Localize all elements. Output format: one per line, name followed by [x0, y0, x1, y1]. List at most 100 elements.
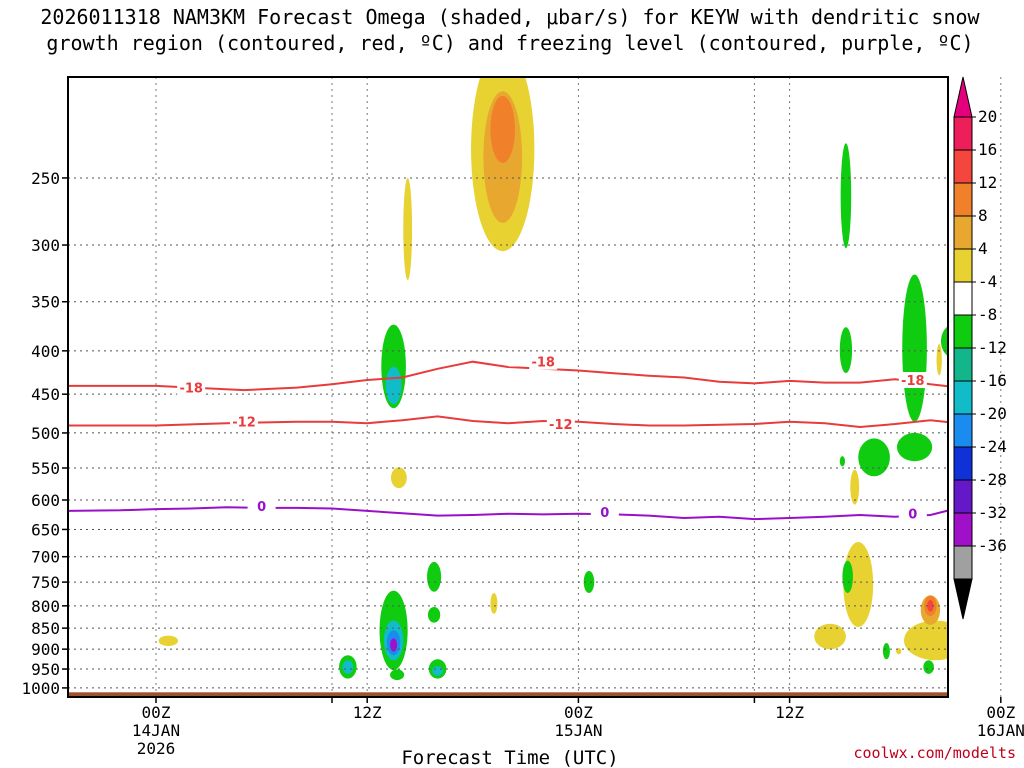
omega-cell: [390, 669, 405, 681]
contour-label: -12: [549, 418, 573, 433]
x-tick-date: 16JAN: [977, 721, 1024, 740]
x-tick-label: 12Z: [775, 703, 804, 722]
omega-cell: [427, 561, 442, 592]
y-tick-label: 250: [31, 169, 60, 188]
y-tick-label: 650: [31, 520, 60, 539]
omega-cell: [814, 623, 846, 650]
plot-frame: [67, 76, 949, 698]
omega-cell: [385, 366, 402, 405]
colorbar-label: -12: [978, 338, 1007, 357]
colorbar-label: -32: [978, 503, 1007, 522]
omega-cell: [839, 327, 853, 374]
y-tick-label: 500: [31, 424, 60, 443]
colorbar-label: -16: [978, 371, 1007, 390]
omega-cell: [842, 560, 853, 593]
y-tick-label: 700: [31, 548, 60, 567]
x-tick-date: 14JAN: [132, 721, 180, 740]
omega-cell: [948, 616, 1011, 656]
omega-cell: [158, 635, 179, 647]
y-tick-label: 600: [31, 491, 60, 510]
colorbar-label: -8: [978, 305, 997, 324]
colorbar-label: 4: [978, 239, 988, 258]
contour-line: [68, 415, 948, 429]
omega-cell: [390, 467, 407, 489]
contour-label-bg: [898, 505, 927, 522]
omega-cell: [432, 666, 443, 676]
contour-label-bg: [898, 372, 927, 389]
omega-cell: [896, 648, 902, 655]
colorbar-swatch: [953, 446, 973, 481]
omega-cell: [843, 541, 874, 628]
contour-label-bg: [546, 415, 575, 432]
colorbar-label: -4: [978, 272, 997, 291]
contour-label: 0: [908, 507, 917, 522]
x-tick-year: 2026: [137, 739, 176, 758]
y-tick-label: 750: [31, 573, 60, 592]
colorbar-swatch: [953, 314, 973, 349]
contour-label: -18: [531, 356, 555, 371]
omega-cell: [342, 660, 354, 674]
temperature-contours: -18 -18 -18 -12 -12 0 0 0: [68, 353, 948, 522]
colorbar-label: 20: [978, 107, 997, 126]
x-axis-label: Forecast Time (UTC): [401, 747, 618, 768]
omega-cell: [390, 638, 398, 652]
y-tick-label: 800: [31, 597, 60, 616]
omega-colorbar: 20 16 12 8 4 -4 -8 -12 -16 -20 -24 -28 -32 -36: [953, 76, 1007, 620]
colorbar-label: -24: [978, 437, 1007, 456]
colorbar-label: 16: [978, 140, 997, 159]
y-axis-ticks: 250 300 350 400 450 500 550 600 650 700 750 800 850 9…: [21, 169, 68, 698]
omega-cell: [850, 469, 860, 505]
contour-label: 0: [257, 500, 266, 515]
colorbar-swatch: [953, 479, 973, 514]
contour-label-bg: [590, 504, 619, 521]
omega-cell: [583, 570, 595, 593]
omega-cell: [840, 143, 852, 249]
colorbar-label: -36: [978, 536, 1007, 555]
omega-cell: [923, 660, 934, 674]
y-tick-label: 450: [31, 385, 60, 404]
y-tick-label: 350: [31, 293, 60, 312]
colorbar-swatch: [953, 149, 973, 184]
y-tick-label: 400: [31, 342, 60, 361]
omega-cell: [882, 642, 890, 660]
colorbar-label: 12: [978, 173, 997, 192]
colorbar-bottom-arrow: [953, 578, 973, 620]
omega-cell: [902, 274, 927, 422]
contour-line: [68, 360, 948, 392]
omega-shading: [158, 77, 1011, 681]
y-tick-label: 1000: [21, 679, 60, 698]
omega-cell: [983, 648, 1001, 655]
colorbar-top-arrow: [953, 76, 973, 118]
contour-label-bg: [177, 379, 206, 396]
source-credit: coolwx.com/modelts: [853, 744, 1016, 762]
x-tick-date: 15JAN: [554, 721, 602, 740]
x-tick-label: 12Z: [353, 703, 382, 722]
omega-cell: [858, 438, 890, 477]
x-tick-label: 00Z: [564, 703, 593, 722]
colorbar-label: -20: [978, 404, 1007, 423]
y-tick-label: 900: [31, 640, 60, 659]
y-tick-label: 850: [31, 619, 60, 638]
colorbar-swatch: [953, 182, 973, 217]
contour-label: -12: [232, 416, 256, 431]
colorbar-swatch: [953, 215, 973, 250]
colorbar-swatch: [953, 512, 973, 547]
colorbar-swatch: [953, 116, 973, 151]
colorbar-swatch: [953, 380, 973, 415]
omega-cell: [427, 606, 441, 623]
y-tick-label: 300: [31, 236, 60, 255]
x-tick-label: 00Z: [142, 703, 171, 722]
y-tick-label: 950: [31, 660, 60, 679]
omega-cell: [896, 432, 933, 462]
colorbar-swatch: [953, 545, 973, 580]
omega-cell: [904, 620, 948, 661]
colorbar-label: -28: [978, 470, 1007, 489]
colorbar-swatch: [953, 347, 973, 382]
omega-cell: [403, 177, 413, 281]
colorbar-swatch: [953, 248, 973, 283]
omega-cell: [936, 343, 942, 376]
x-tick-label: 00Z: [986, 703, 1015, 722]
chart-title-line-1: 2026011318 NAM3KM Forecast Omega (shaded…: [40, 5, 980, 29]
colorbar-label: 8: [978, 206, 988, 225]
